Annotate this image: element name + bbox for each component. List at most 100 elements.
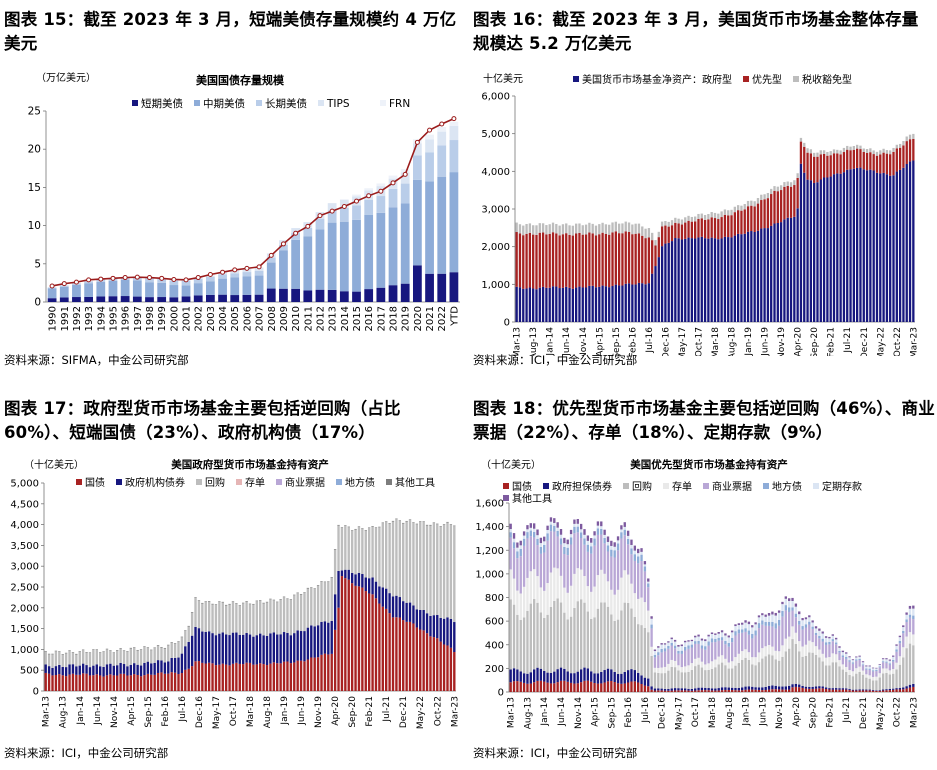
bar-地方债 [744, 628, 747, 632]
bar-政府担保债券 [878, 690, 881, 691]
bar-其他工具 [296, 592, 299, 594]
total-marker [195, 275, 201, 281]
bar-回购 [771, 655, 774, 686]
bar-税收豁免型 [786, 181, 789, 186]
bar-回购 [878, 677, 881, 691]
bar-地方债 [734, 631, 737, 636]
bar-其他工具 [787, 598, 791, 601]
bar-美国货币市场基金净资产：政府型 [677, 238, 680, 322]
bar-其他工具 [784, 596, 787, 599]
bar-美国货币市场基金净资产：政府型 [727, 237, 730, 322]
x-tick-label: 1992 [72, 306, 83, 331]
bar-政府机构债券 [306, 627, 310, 660]
bar-商业票据 [707, 645, 710, 664]
bar-国债 [224, 664, 228, 691]
bar-其他工具 [878, 664, 881, 665]
total-marker [171, 276, 177, 282]
bar-地方债 [680, 650, 683, 654]
bar-存单 [583, 576, 586, 603]
bar-政府机构债券 [153, 662, 156, 675]
bar-商业票据 [757, 628, 761, 653]
bar-商业票据 [576, 532, 579, 569]
chart-title: 美国国债存量规模 [196, 73, 285, 87]
bar-国债 [536, 680, 539, 692]
bar-国债 [908, 687, 912, 692]
bar-其他工具 [228, 603, 231, 605]
bar-政府机构债券 [218, 633, 221, 665]
bar-税收豁免型 [836, 149, 839, 154]
bar-商业票据 [623, 535, 626, 571]
x-tick-label: Jun-14 [93, 696, 103, 726]
bar-美国货币市场基金净资产：政府型 [601, 285, 604, 322]
bar-中期美债 [364, 214, 374, 290]
bar-其他工具 [694, 635, 697, 638]
bar-回购 [761, 658, 764, 688]
bar-政府担保债券 [821, 686, 824, 689]
bar-政府机构债券 [395, 595, 398, 618]
bar-国债 [44, 672, 47, 691]
x-tick-label: Oct-17 [691, 697, 701, 727]
bar-国债 [751, 689, 754, 692]
bar-商业票据 [761, 624, 764, 649]
bar-其他工具 [71, 652, 75, 653]
bar-地方债 [710, 638, 714, 643]
bar-国债 [771, 689, 774, 692]
bar-其他工具 [293, 594, 296, 596]
x-tick-label: Jan-19 [744, 327, 754, 356]
total-marker [232, 267, 238, 273]
y-tick-label: 25 [28, 106, 41, 118]
bar-国债 [109, 674, 112, 691]
bar-政府机构债券 [439, 617, 442, 642]
bar-优先型 [786, 185, 789, 218]
bar-其他工具 [187, 625, 190, 627]
bar-税收豁免型 [819, 150, 822, 155]
x-tick-label: Sep-20 [348, 696, 358, 728]
bar-中期美债 [132, 280, 142, 297]
bar-回购 [357, 527, 361, 573]
bar-回购 [720, 662, 724, 688]
bar-商业票据 [908, 617, 912, 633]
x-tick-label: Mar-13 [42, 696, 52, 727]
bar-定期存款 [637, 553, 640, 557]
bar-定期存款 [539, 543, 543, 547]
bar-政府机构债券 [303, 631, 306, 662]
bar-其他工具 [865, 665, 868, 667]
bar-商业票据 [637, 563, 640, 599]
bar-国债 [757, 689, 761, 692]
bar-回购 [683, 672, 687, 689]
bar-国债 [289, 663, 293, 691]
bar-商业票据 [828, 644, 831, 658]
bar-国债 [522, 682, 526, 692]
bar-FRN [437, 127, 447, 132]
bar-美国货币市场基金净资产：政府型 [561, 287, 565, 322]
x-tick-label: 2010 [291, 306, 302, 331]
bar-其他工具 [190, 611, 194, 613]
bar-商业票据 [606, 551, 610, 582]
bar-定期存款 [751, 627, 754, 634]
bar-优先型 [855, 148, 859, 168]
bar-优先型 [565, 233, 568, 287]
bar-回购 [751, 664, 754, 687]
bar-国债 [412, 623, 415, 691]
bar-政府担保债券 [828, 688, 831, 690]
bar-回购 [160, 647, 163, 661]
bar-政府担保债券 [814, 686, 818, 689]
bar-政府担保债券 [791, 684, 794, 688]
bar-政府机构债券 [289, 635, 293, 664]
bar-其他工具 [102, 651, 105, 653]
bar-优先型 [575, 233, 578, 288]
bar-税收豁免型 [789, 182, 793, 187]
bar-存单 [841, 664, 845, 670]
bar-存单 [566, 592, 569, 620]
bar-定期存款 [694, 637, 697, 642]
bar-长期美债 [437, 145, 447, 177]
bar-政府担保债券 [690, 688, 694, 691]
bar-存单 [673, 660, 677, 668]
bar-国债 [146, 673, 150, 691]
bar-政府机构债券 [432, 615, 436, 638]
bar-国债 [95, 674, 98, 691]
bar-政府机构债券 [81, 663, 85, 674]
bar-回购 [337, 525, 340, 571]
legend-label: 国债 [85, 476, 105, 489]
bar-政府机构债券 [385, 588, 388, 609]
